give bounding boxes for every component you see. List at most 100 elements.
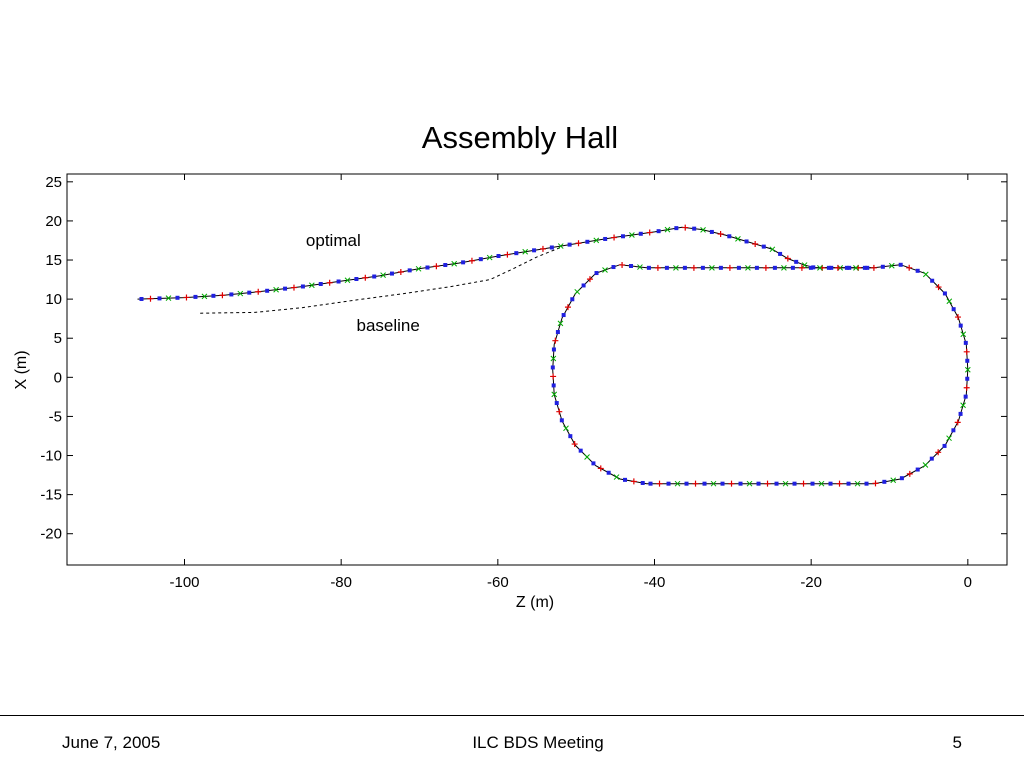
sext-marker [415,265,422,272]
bend-marker [872,480,879,487]
bend-marker [656,480,663,487]
bend-marker [870,264,877,271]
bend-marker [963,348,970,355]
bend-marker [571,441,578,448]
bend-marker [963,384,970,391]
quad-marker [570,297,575,302]
quad-marker [951,307,956,312]
quad-marker [674,226,679,231]
sext-marker [165,295,172,301]
sext-marker [557,243,564,249]
bend-marker [468,257,475,264]
quad-marker [930,278,935,283]
y-tick-label: -15 [40,487,62,504]
quad-marker [157,296,162,301]
footer-page-number: 5 [952,733,962,752]
sext-marker [557,320,564,327]
quad-marker [611,265,616,270]
quad-marker [648,481,653,486]
quad-marker [646,265,651,270]
bend-marker [597,465,604,472]
optimal-line [137,226,874,300]
element-markers [139,224,971,487]
quad-marker [772,265,777,270]
quad-marker [965,358,970,363]
bend-marker [690,264,697,271]
quad-marker [899,476,904,481]
y-tick-label: 25 [45,174,62,191]
sext-marker [629,232,635,238]
annotation-optimal: optimal [306,231,361,250]
sext-marker [769,246,776,253]
sext-marker [888,262,895,269]
sext-marker [853,264,859,271]
sext-marker [960,331,967,338]
y-tick-label: -5 [49,408,62,425]
bend-marker [764,480,771,487]
bend-marker [717,230,724,237]
quad-marker [559,418,564,423]
sext-marker [522,248,529,255]
bend-marker [692,480,699,487]
y-tick-label: 20 [45,213,62,230]
chart-svg: -100 -80 -60 -40 -20 0 25 20 15 10 5 0 -5 -10 -15 -20 Z… [13,173,1008,611]
plot-frame [66,173,1008,566]
quad-marker [300,284,305,289]
quad-marker [929,456,934,461]
bend-marker [619,261,626,268]
sext-marker [946,435,952,442]
quad-marker [193,294,198,299]
quad-marker [915,268,920,273]
quad-marker [702,481,707,486]
sext-marker [637,264,643,270]
quad-marker [555,330,560,335]
x-tick-label: -40 [644,574,666,591]
quad-marker [666,481,671,486]
quad-marker [951,428,956,433]
bend-marker [762,264,769,271]
quad-marker [532,248,537,253]
quad-marker [372,274,377,279]
quad-marker [811,265,816,270]
quad-marker [727,234,732,239]
quad-marker [640,480,645,485]
x-axis-label: Z (m) [516,594,554,611]
sext-marker [818,480,825,487]
bend-marker [954,419,961,426]
quad-marker [761,244,766,249]
quad-marker [567,242,572,247]
bend-marker [800,480,807,487]
y-axis-label: X (m) [13,350,30,389]
quad-marker [549,245,554,250]
bend-marker [290,284,297,291]
sext-marker [960,402,966,409]
tick-labels: -100 -80 -60 -40 -20 0 25 20 15 10 5 0 -5 -10 -15 -20 [40,174,972,591]
quad-marker [958,323,963,328]
quad-marker [656,229,661,234]
quad-marker [682,265,687,270]
quad-marker [581,283,586,288]
quad-marker [846,481,851,486]
y-tick-label: 5 [54,330,62,347]
sext-marker [817,264,823,271]
bend-marker [504,251,511,258]
sext-marker [563,425,569,432]
x-tick-label: -20 [800,574,822,591]
quad-marker [738,481,743,486]
bend-marker [682,224,689,231]
quad-marker [720,481,725,486]
sext-marker [801,262,808,268]
quad-marker [229,292,234,297]
quad-marker [175,295,180,300]
quad-marker [844,265,849,270]
bend-marker [564,304,571,311]
sext-marker [308,282,315,289]
quad-marker [336,279,341,284]
quad-marker [942,291,947,296]
bend-marker [654,264,661,271]
bend-marker [552,337,559,344]
bend-marker [575,240,582,247]
quad-marker [865,265,870,270]
quad-marker [963,394,968,399]
sext-marker [745,264,751,271]
